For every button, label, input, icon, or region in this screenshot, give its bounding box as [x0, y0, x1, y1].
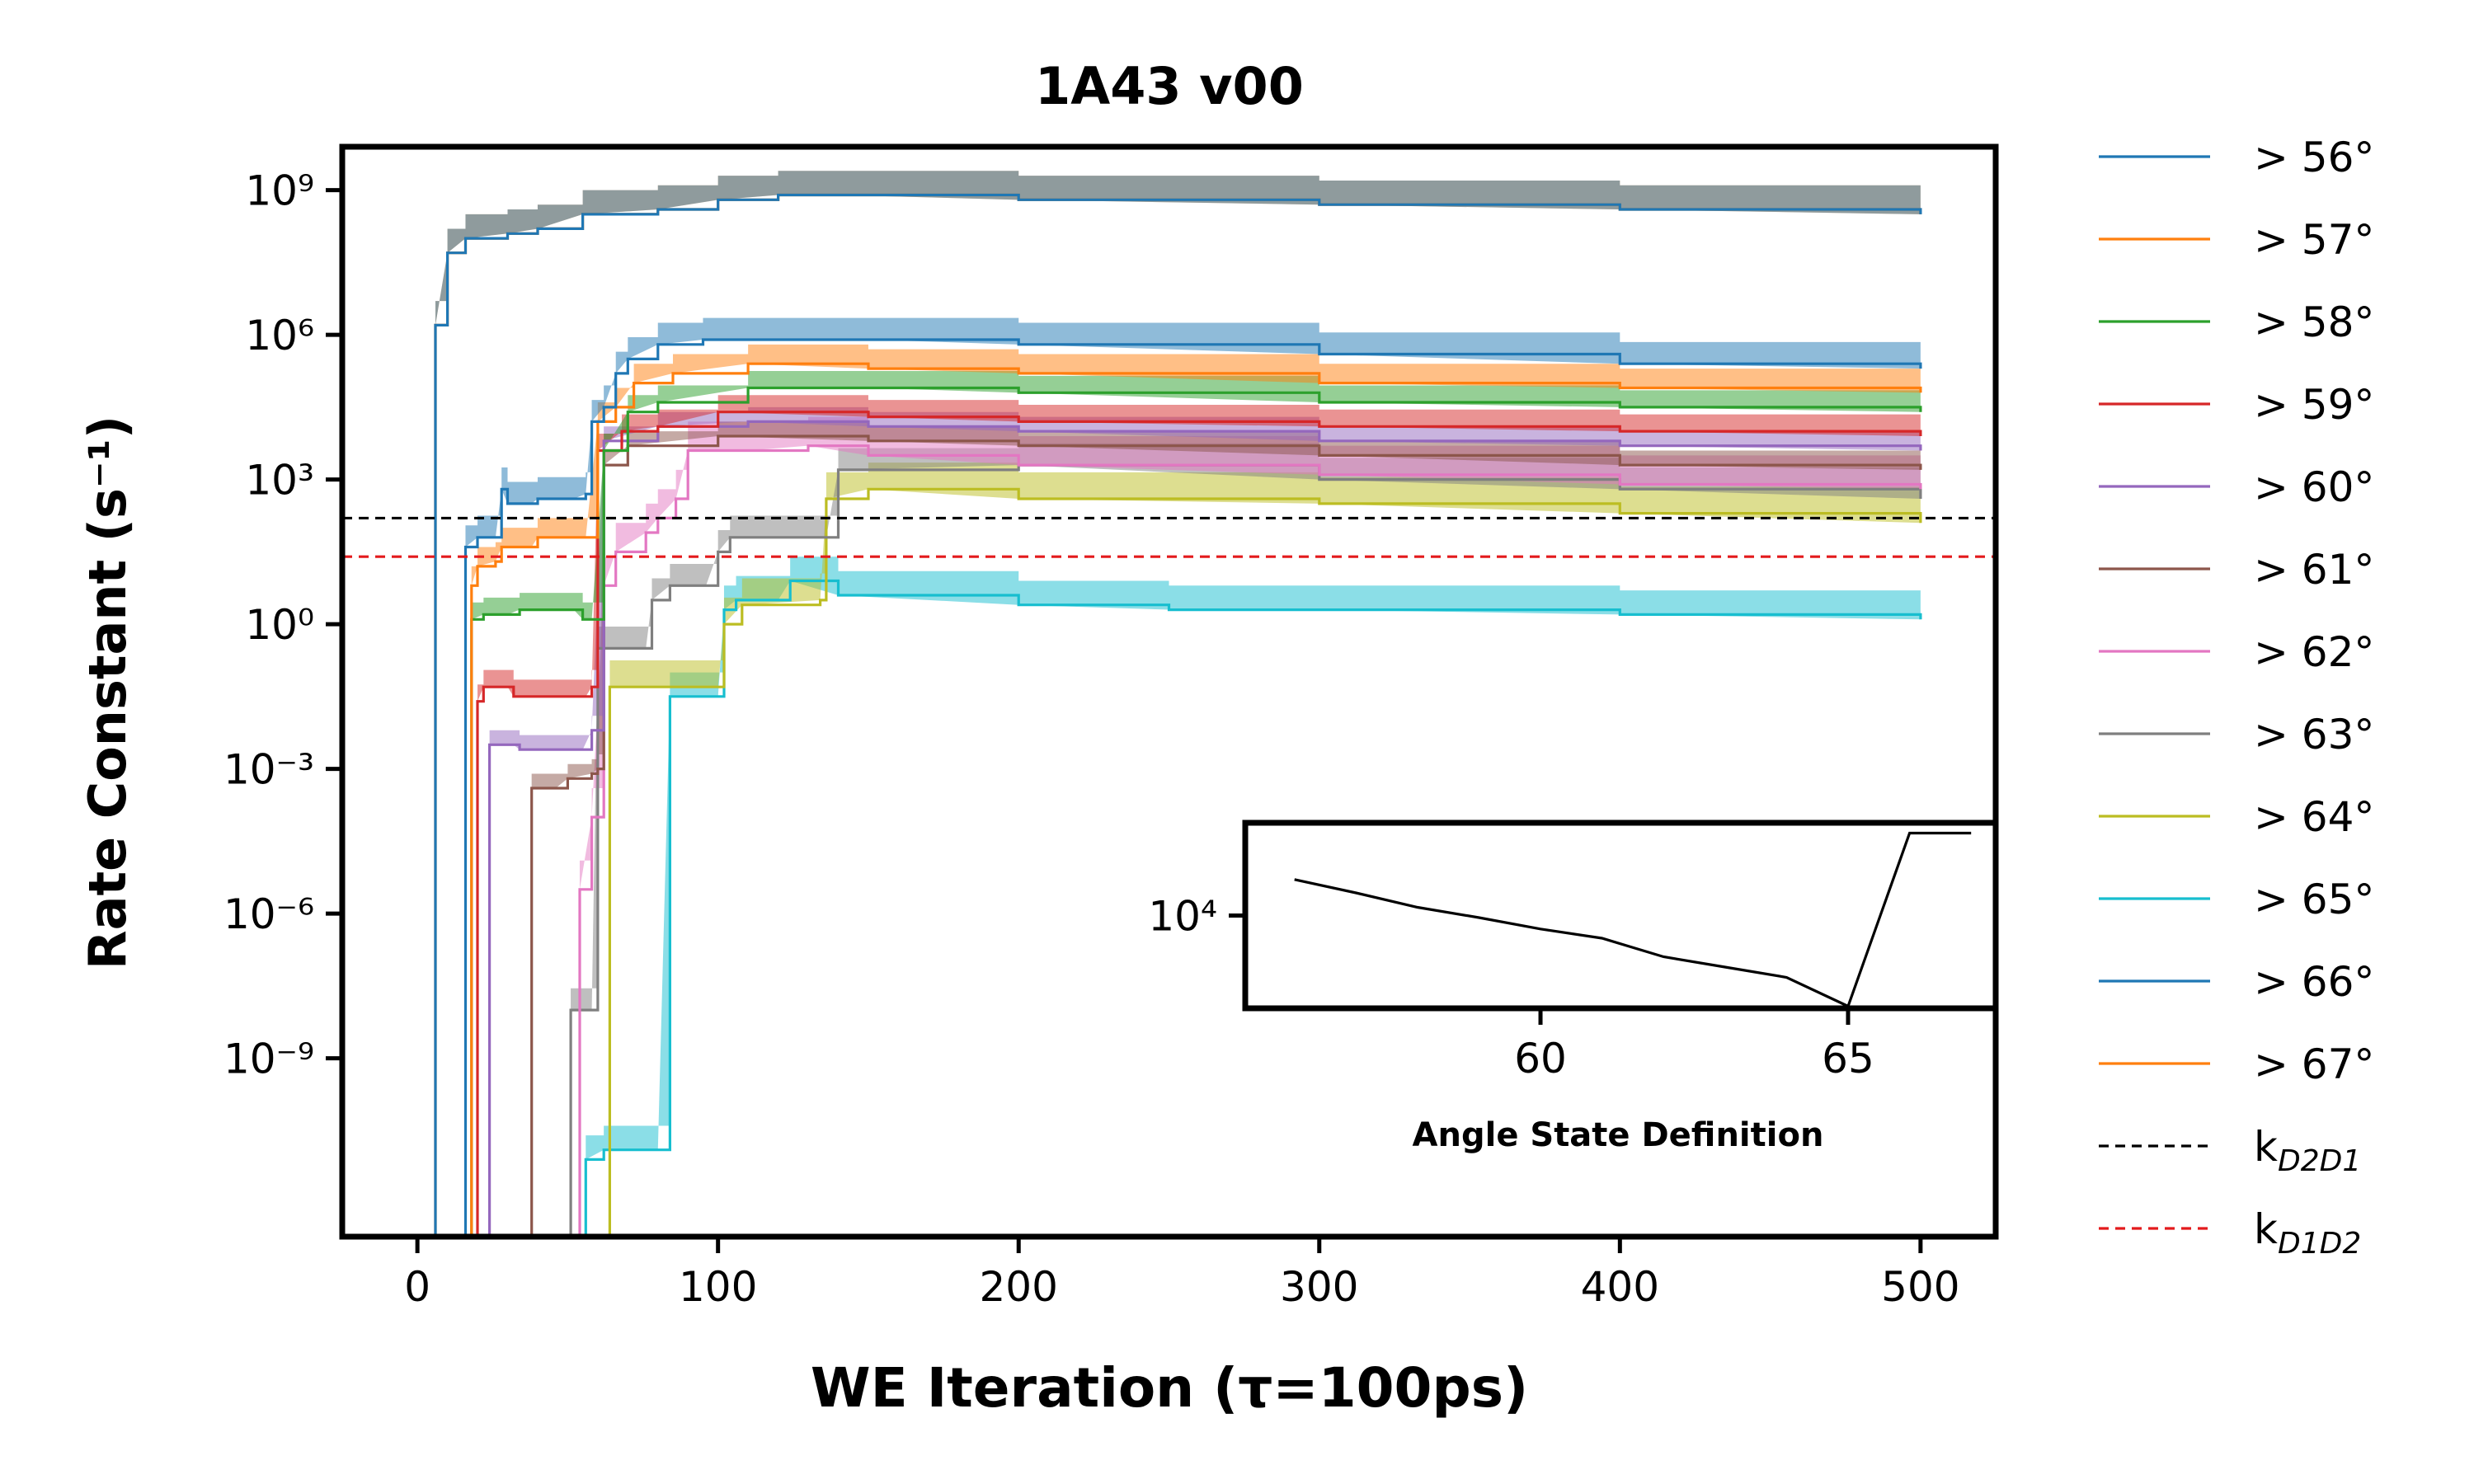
legend-label: kD1D2	[2254, 1205, 2361, 1261]
legend-item: > 58°	[2099, 298, 2374, 346]
series-line-63-deg	[569, 463, 1922, 1237]
series-band-66-deg	[435, 171, 1921, 326]
inset-chart: 60 65 10⁴ Angle State Definition	[1148, 819, 1999, 1154]
legend-item: > 57°	[2099, 216, 2374, 264]
series-bands	[435, 171, 1921, 1160]
y-tick-label: 10⁻³	[223, 746, 314, 794]
inset-frame	[1242, 819, 1999, 1012]
legend-label: > 60°	[2254, 463, 2374, 511]
inset-y-tick-label: 10⁴	[1148, 893, 1217, 941]
y-tick-label: 10⁻⁹	[223, 1036, 314, 1083]
series-band-58-deg	[471, 371, 1921, 620]
legend-label: > 59°	[2254, 381, 2374, 429]
x-tick-label: 200	[980, 1263, 1058, 1311]
legend-item: > 67°	[2099, 1040, 2374, 1088]
series-line-59-deg	[476, 411, 1922, 1237]
x-tick-label: 100	[679, 1263, 757, 1311]
inset-x-tick-label: 65	[1822, 1035, 1874, 1082]
plot-frame	[339, 143, 1999, 1240]
reference-lines	[342, 516, 1996, 558]
y-tick-label: 10⁹	[245, 167, 314, 215]
legend-item: > 56°	[2099, 134, 2374, 181]
inset-x-axis-label: Angle State Definition	[1413, 1116, 1824, 1154]
y-tick-label: 10⁻⁶	[223, 890, 314, 938]
series-lines	[434, 193, 1922, 1237]
x-axis-label: WE Iteration (τ=100ps)	[811, 1356, 1528, 1420]
series-band-60-deg	[489, 406, 1921, 750]
legend-item: > 59°	[2099, 381, 2374, 429]
y-axis: 10⁹ 10⁶ 10³ 10⁰ 10⁻³ 10⁻⁶ 10⁻⁹	[223, 167, 342, 1083]
series-line-56-deg	[463, 338, 1922, 1237]
series-band-57-deg	[471, 344, 1921, 586]
legend-label: > 66°	[2254, 958, 2374, 1006]
legend-item: > 61°	[2099, 546, 2374, 594]
y-tick-label: 10⁶	[245, 312, 314, 359]
y-tick-label: 10⁰	[245, 601, 314, 649]
legend-label: > 65°	[2254, 876, 2374, 923]
legend-label: > 58°	[2254, 298, 2374, 346]
x-tick-label: 500	[1881, 1263, 1959, 1311]
x-axis: 0 100 200 300 400 500	[404, 1237, 1960, 1311]
x-tick-label: 0	[404, 1263, 430, 1311]
legend-item: > 60°	[2099, 463, 2374, 511]
legend-label: > 63°	[2254, 711, 2374, 758]
legend-label: > 67°	[2254, 1040, 2374, 1088]
legend-label: kD2D1	[2254, 1123, 2361, 1178]
y-axis-label: Rate Constant (s⁻¹)	[78, 416, 138, 970]
inset-line	[1294, 831, 1972, 1008]
series-line-66-deg	[434, 193, 1922, 1237]
series-line-58-deg	[470, 386, 1922, 1237]
x-tick-label: 300	[1280, 1263, 1358, 1311]
legend-label: > 62°	[2254, 628, 2374, 676]
legend-label: > 61°	[2254, 546, 2374, 594]
series-line-57-deg	[470, 362, 1922, 1237]
legend-item: > 63°	[2099, 711, 2374, 758]
x-tick-label: 400	[1581, 1263, 1659, 1311]
legend-item: > 65°	[2099, 876, 2374, 923]
legend-item: kD1D2	[2099, 1205, 2361, 1261]
legend-item: kD2D1	[2099, 1123, 2361, 1178]
legend-label: > 57°	[2254, 216, 2374, 264]
chart-title: 1A43 v00	[1035, 56, 1304, 116]
inset-x-tick-label: 60	[1514, 1035, 1567, 1082]
legend-item: > 64°	[2099, 793, 2374, 841]
legend-item: > 62°	[2099, 628, 2374, 676]
series-line-65-deg	[584, 579, 1922, 1237]
y-tick-label: 10³	[245, 457, 314, 505]
legend: > 56° > 57° > 58° > 59° > 60° > 61° > 62° > 63°…	[2099, 134, 2374, 1261]
legend-label: > 64°	[2254, 793, 2374, 841]
series-band-61-deg	[531, 421, 1921, 788]
series-line-64-deg	[608, 487, 1922, 1237]
series-band-65-deg	[586, 556, 1921, 1160]
legend-label: > 56°	[2254, 134, 2374, 181]
legend-item: > 66°	[2099, 958, 2374, 1006]
